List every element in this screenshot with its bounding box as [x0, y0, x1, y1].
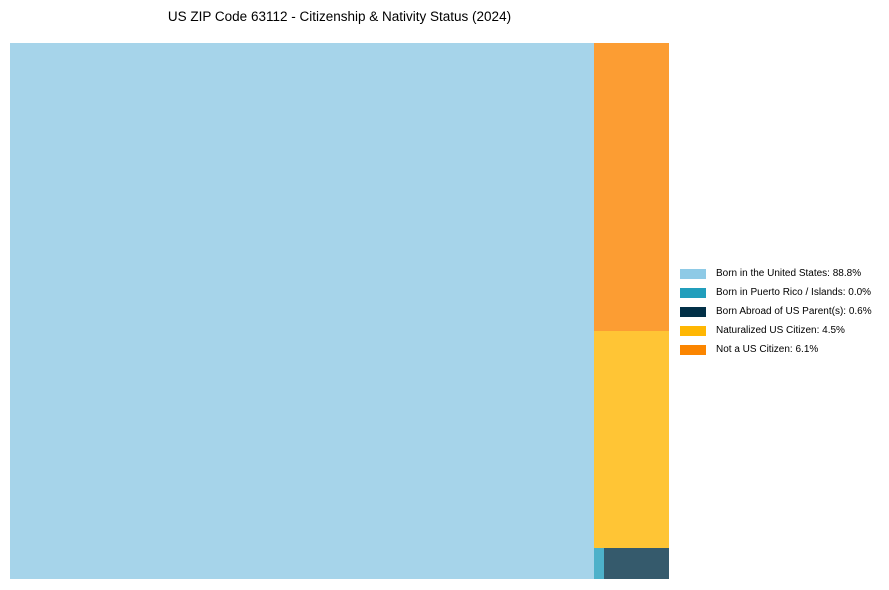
legend-item: Born Abroad of US Parent(s): 0.6% — [680, 305, 872, 318]
legend: Born in the United States: 88.8% Born in… — [680, 267, 872, 362]
legend-item: Naturalized US Citizen: 4.5% — [680, 324, 872, 337]
legend-item: Born in the United States: 88.8% — [680, 267, 872, 280]
legend-label: Born in the United States: 88.8% — [716, 268, 862, 279]
cell-born-in-us — [10, 43, 594, 579]
cell-born-abroad — [604, 548, 669, 579]
legend-swatch — [680, 325, 706, 336]
legend-label: Born Abroad of US Parent(s): 0.6% — [716, 306, 872, 317]
legend-item: Born in Puerto Rico / Islands: 0.0% — [680, 286, 872, 299]
cell-not-us-citizen — [594, 43, 669, 331]
legend-swatch — [680, 287, 706, 298]
chart-title: US ZIP Code 63112 - Citizenship & Nativi… — [167, 9, 512, 24]
legend-swatch — [680, 306, 706, 317]
cell-naturalized — [594, 331, 669, 548]
legend-swatch — [680, 344, 706, 355]
legend-swatch — [680, 268, 706, 279]
legend-label: Not a US Citizen: 6.1% — [716, 344, 819, 355]
treemap — [10, 43, 669, 579]
legend-label: Naturalized US Citizen: 4.5% — [716, 325, 845, 336]
legend-label: Born in Puerto Rico / Islands: 0.0% — [716, 287, 872, 298]
legend-item: Not a US Citizen: 6.1% — [680, 343, 872, 356]
cell-puerto-rico — [594, 548, 604, 579]
